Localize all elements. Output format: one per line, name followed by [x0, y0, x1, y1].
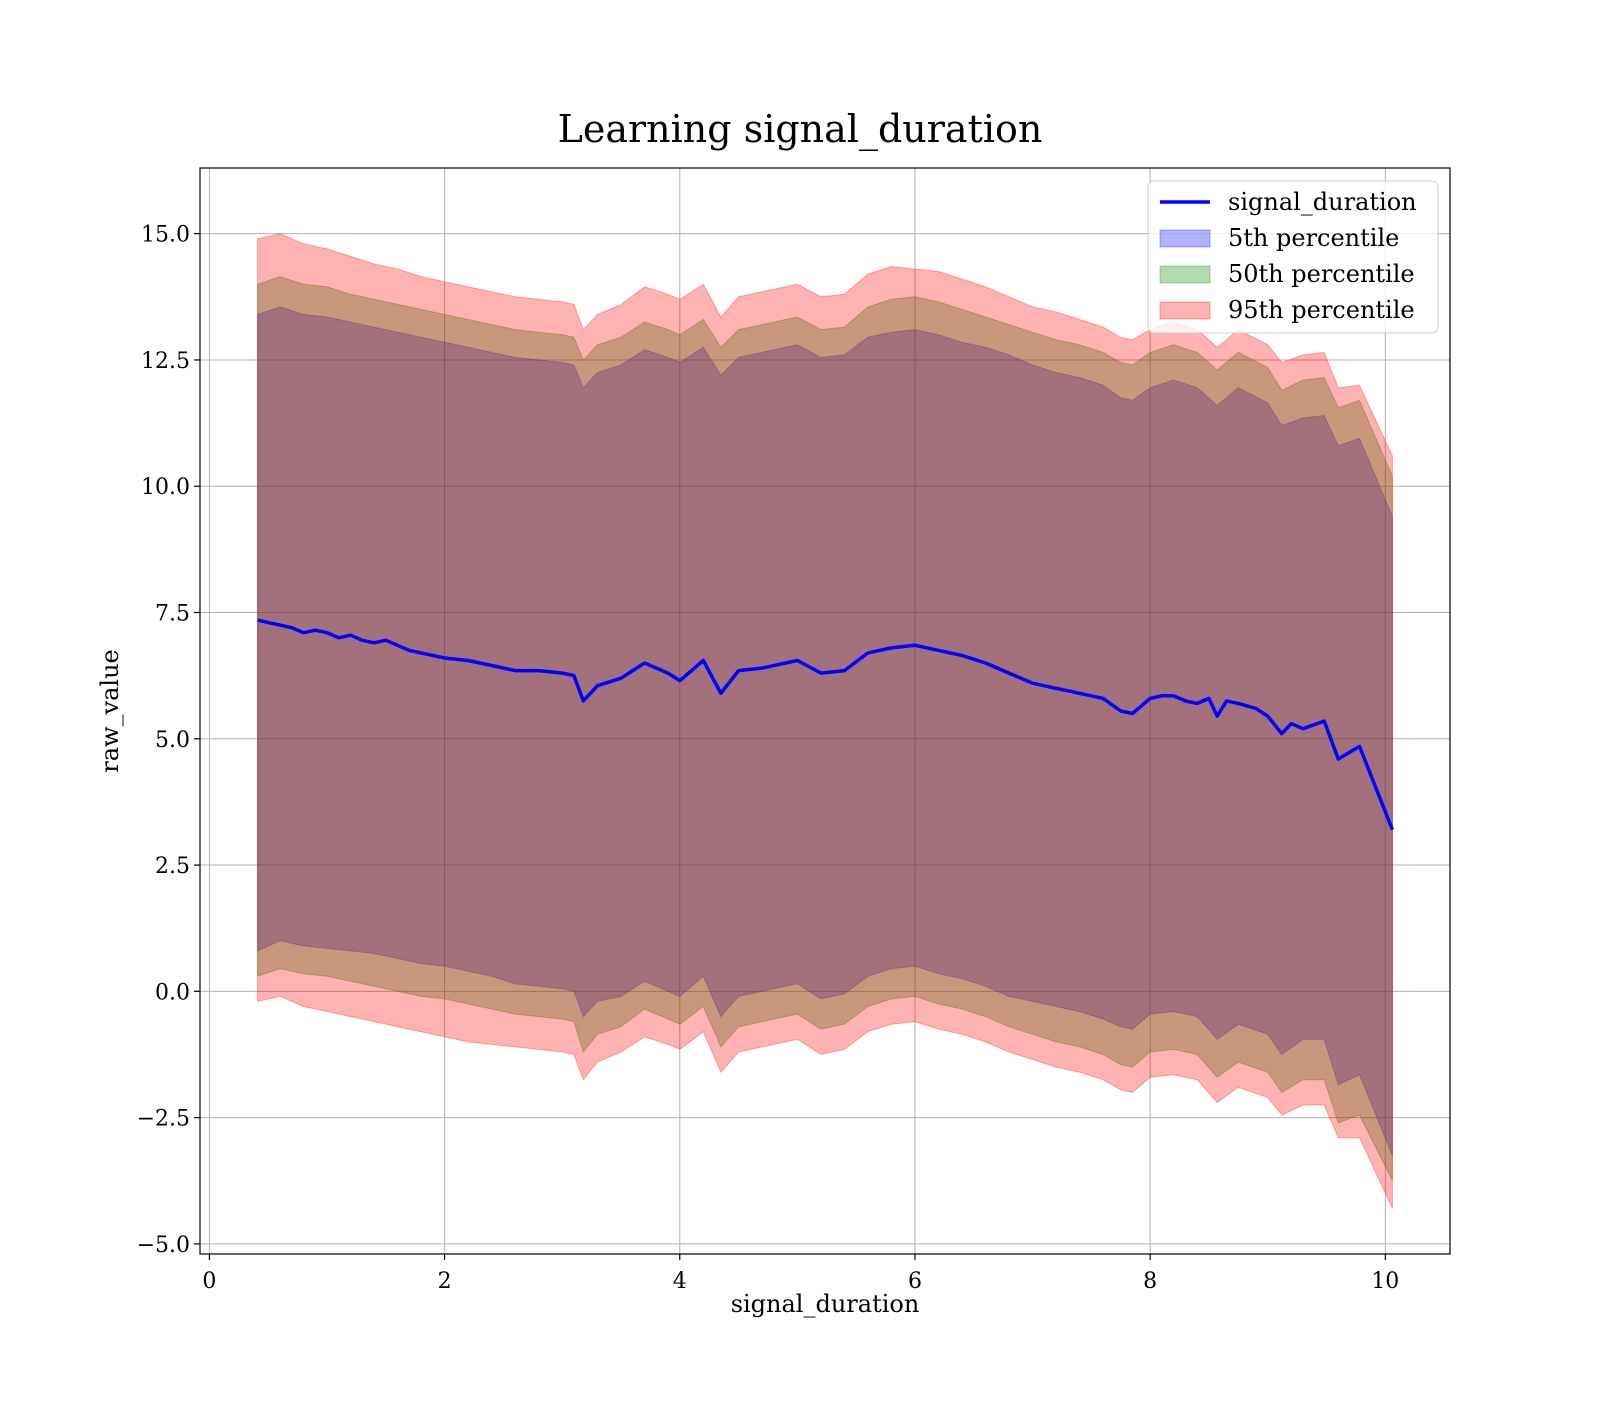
y-tick-label: −5.0 [137, 1233, 190, 1258]
y-tick-label: 15.0 [141, 223, 190, 248]
y-tick-label: 10.0 [141, 475, 190, 500]
y-tick-label: 2.5 [155, 854, 190, 879]
x-tick-label: 6 [908, 1269, 922, 1294]
y-tick-label: −2.5 [137, 1107, 190, 1132]
legend-label: 50th percentile [1228, 260, 1415, 288]
legend: signal_duration 5th percentile 50th percen… [1147, 180, 1439, 334]
x-tick-label: 8 [1143, 1269, 1157, 1294]
band-95th-percentile [257, 233, 1393, 1209]
y-tick-label: 12.5 [141, 349, 190, 374]
legend-band-swatch [1159, 229, 1211, 248]
y-axis-label: raw_value [96, 649, 124, 773]
band-5th-percentile [257, 306, 1393, 1156]
legend-label: 95th percentile [1228, 296, 1415, 324]
x-axis-ticks: 0 2 4 6 8 10 [202, 1254, 1399, 1294]
plot-frame [199, 167, 1451, 1255]
x-tick-label: 0 [202, 1269, 216, 1294]
y-tick-label: 5.0 [155, 728, 190, 753]
x-tick-label: 4 [673, 1269, 687, 1294]
legend-label: signal_duration [1228, 188, 1417, 216]
series-lines [257, 618, 1395, 831]
x-tick-label: 10 [1371, 1269, 1399, 1294]
legend-band-swatch [1159, 301, 1211, 320]
y-axis-ticks: −5.0 −2.5 0.0 2.5 5.0 7.5 10.0 12.5 15.0 [137, 223, 200, 1258]
chart-title: Learning signal_duration [558, 107, 1043, 152]
line-signal-duration [257, 618, 1395, 831]
grid-lines [200, 168, 1450, 1254]
legend-band-swatch [1159, 265, 1211, 284]
x-tick-label: 2 [438, 1269, 452, 1294]
x-axis-label: signal_duration [731, 1290, 920, 1318]
legend-label: 5th percentile [1228, 224, 1399, 252]
percentile-bands [257, 233, 1393, 1209]
legend-box [1147, 180, 1439, 334]
y-tick-label: 0.0 [155, 980, 190, 1005]
y-tick-label: 7.5 [155, 602, 190, 627]
band-50th-percentile [257, 276, 1393, 1182]
